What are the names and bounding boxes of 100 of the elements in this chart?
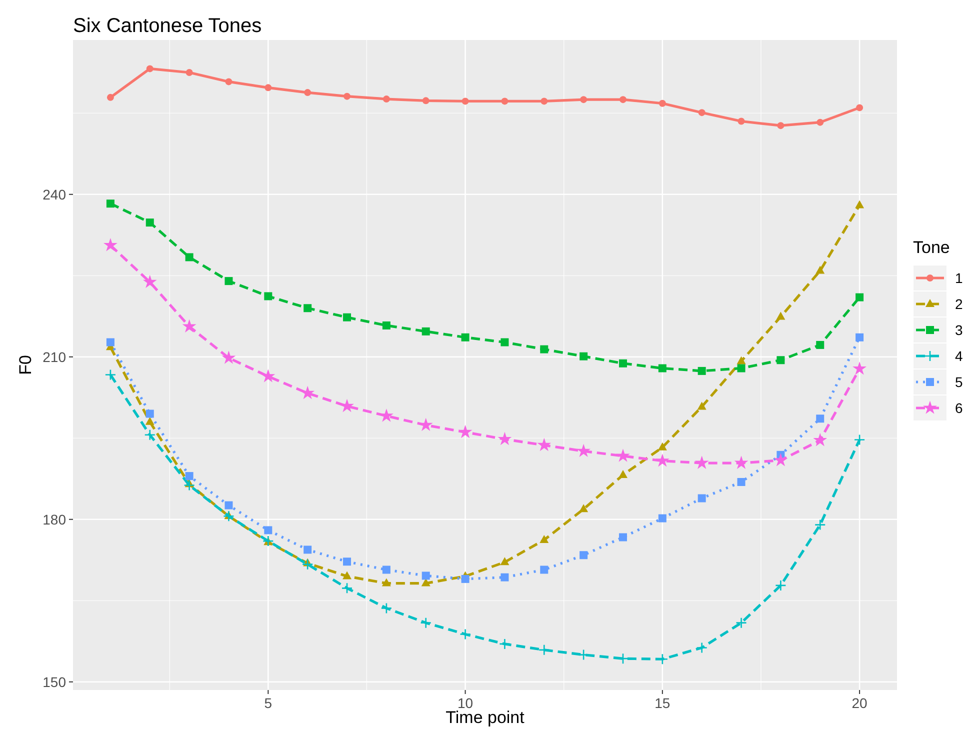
point — [816, 414, 824, 423]
point — [499, 638, 510, 650]
x-axis-title: Time point — [446, 708, 525, 727]
x-tick-label: 5 — [264, 695, 272, 711]
point — [736, 356, 746, 364]
point — [852, 361, 866, 375]
point — [304, 546, 312, 554]
point — [737, 478, 746, 486]
point — [856, 333, 864, 342]
point — [422, 327, 430, 336]
y-tick-label: 210 — [42, 348, 66, 365]
point — [225, 78, 232, 86]
point — [146, 218, 154, 227]
point — [694, 456, 709, 469]
point — [344, 92, 351, 100]
point — [580, 96, 588, 104]
point — [616, 448, 630, 462]
point — [856, 104, 864, 112]
point — [854, 434, 866, 446]
point — [580, 551, 588, 560]
point — [185, 472, 194, 480]
point — [422, 97, 430, 104]
y-tick-label: 240 — [42, 186, 66, 202]
point — [698, 109, 706, 116]
point — [776, 356, 785, 364]
point — [774, 453, 788, 466]
point — [106, 94, 114, 101]
point — [813, 432, 828, 446]
point — [540, 566, 548, 574]
point — [304, 89, 312, 96]
point — [382, 96, 390, 103]
point — [538, 644, 550, 656]
point — [106, 200, 114, 208]
point — [856, 293, 864, 302]
x-tick-label: 15 — [654, 695, 670, 711]
point — [224, 501, 233, 510]
point — [576, 444, 591, 458]
point — [302, 558, 314, 570]
point — [500, 557, 510, 566]
point — [698, 366, 706, 375]
point — [461, 333, 470, 342]
point — [540, 98, 548, 105]
point — [737, 364, 746, 372]
point — [185, 253, 194, 262]
point — [500, 573, 509, 582]
point — [580, 352, 588, 360]
point — [738, 118, 745, 125]
point — [775, 580, 786, 592]
point — [146, 410, 154, 418]
point — [382, 321, 390, 330]
point — [500, 338, 509, 346]
point — [618, 359, 627, 368]
point — [261, 369, 276, 382]
point — [182, 319, 196, 332]
point — [382, 578, 391, 586]
point — [658, 514, 666, 522]
point — [537, 438, 552, 452]
point — [579, 504, 588, 512]
point — [342, 571, 352, 580]
point — [658, 100, 666, 107]
point — [658, 442, 667, 450]
point — [461, 574, 470, 583]
point — [816, 266, 825, 274]
point — [696, 642, 708, 654]
point — [734, 456, 748, 469]
point — [341, 582, 353, 594]
point — [382, 566, 390, 574]
legend-label: 3 — [955, 322, 963, 338]
point — [422, 572, 430, 580]
legend-title: Tone — [913, 238, 950, 257]
point — [264, 84, 272, 92]
point — [304, 304, 312, 312]
point — [618, 533, 627, 542]
point — [145, 416, 154, 425]
point — [736, 617, 747, 628]
point — [343, 558, 352, 566]
legend-label: 5 — [955, 374, 963, 390]
point — [104, 369, 116, 380]
point — [146, 65, 154, 72]
point — [855, 200, 864, 208]
y-axis-title: F0 — [16, 355, 35, 375]
point — [498, 432, 512, 446]
x-tick-label: 20 — [852, 695, 868, 711]
point — [420, 617, 432, 628]
point — [418, 418, 433, 432]
point — [618, 470, 628, 478]
chart-title: Six Cantonese Tones — [73, 15, 262, 37]
point — [816, 340, 824, 349]
point — [655, 454, 670, 467]
point — [697, 402, 706, 410]
point — [658, 364, 666, 372]
point — [184, 480, 195, 491]
point — [224, 277, 233, 286]
y-tick-label: 150 — [42, 674, 66, 690]
x-tick-label: 10 — [458, 695, 474, 711]
point — [343, 313, 352, 322]
legend-label: 2 — [955, 296, 963, 312]
point — [264, 526, 272, 534]
point — [264, 292, 272, 300]
point — [814, 519, 826, 530]
